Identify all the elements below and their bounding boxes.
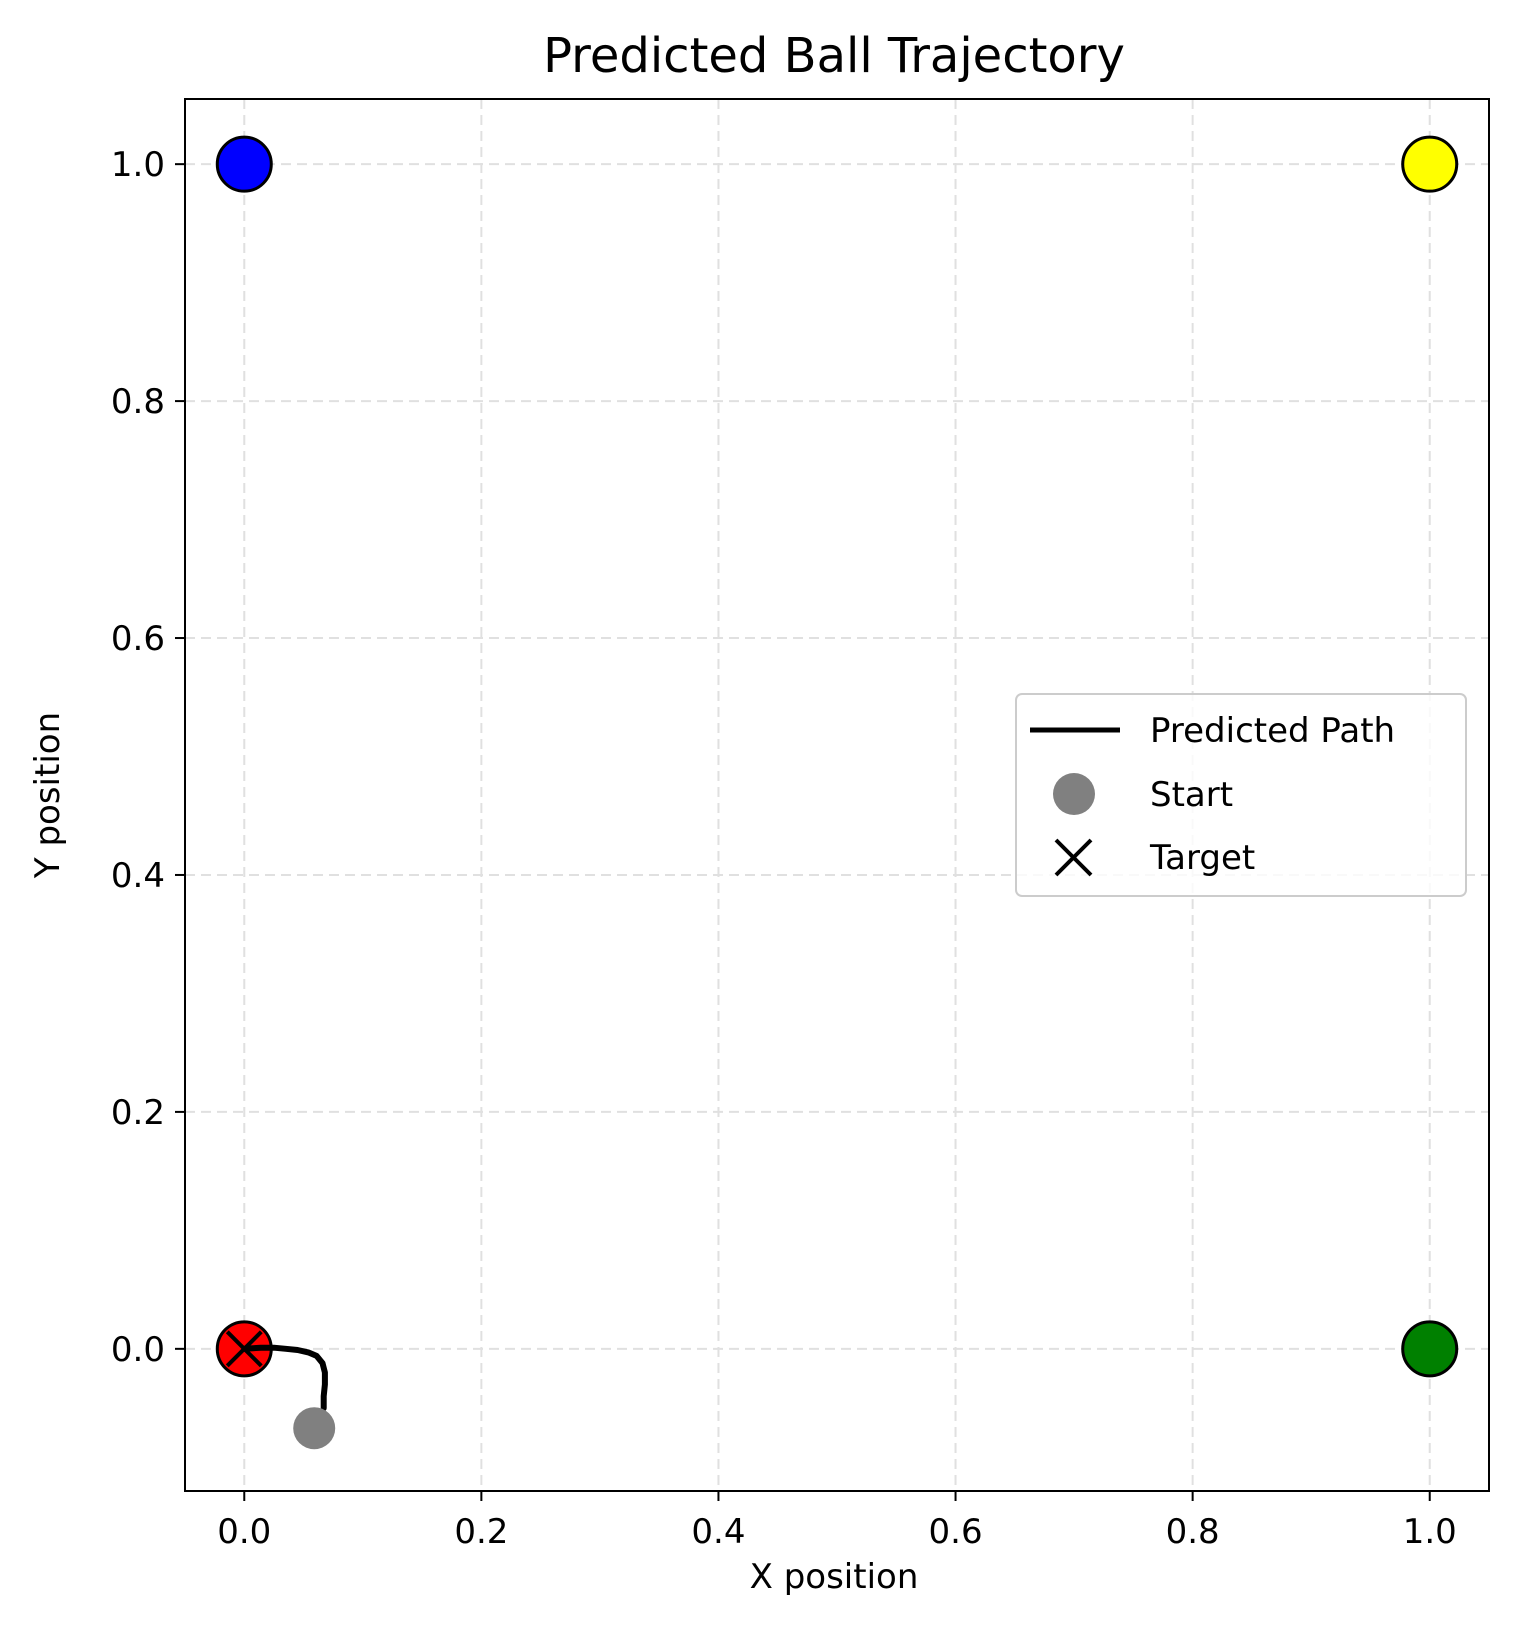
y-tick-label: 0.4: [111, 856, 165, 896]
axis-ticks: 0.0 0.2 0.4 0.6 0.8 1.0 0.0 0.2 0.4 0.6 0.8 1.0: [111, 145, 1457, 1552]
corner-marker: [1401, 135, 1459, 193]
y-tick-label: 0.0: [111, 1330, 165, 1370]
x-tick-label: 1.0: [1403, 1512, 1457, 1552]
y-tick-label: 0.6: [111, 619, 165, 659]
legend-label-path: Predicted Path: [1150, 711, 1395, 751]
legend-target-swatch: [1054, 838, 1093, 877]
x-tick-label: 0.6: [929, 1512, 983, 1552]
axes-frame: [184, 98, 1490, 1492]
x-tick-label: 0.4: [691, 1512, 745, 1552]
legend-box: [1015, 693, 1467, 897]
x-tick-label: 0.8: [1166, 1512, 1220, 1552]
target-marker: [225, 1330, 263, 1368]
plot-area: [215, 135, 1459, 1450]
corner-marker: [215, 135, 273, 193]
legend: Predicted Path Start Target: [1015, 693, 1467, 897]
corner-marker: [1401, 1320, 1459, 1378]
start-point: [293, 1407, 336, 1450]
legend-label-start: Start: [1150, 775, 1233, 815]
y-tick-label: 0.8: [111, 382, 165, 422]
y-tick-label: 1.0: [111, 145, 165, 185]
chart-title: Predicted Ball Trajectory: [543, 28, 1125, 84]
legend-label-target: Target: [1149, 838, 1255, 878]
y-tick-label: 0.2: [111, 1093, 165, 1133]
x-tick-label: 0.0: [217, 1512, 271, 1552]
y-axis-label: Y position: [28, 712, 68, 879]
predicted-path-line: [241, 1344, 328, 1412]
x-tick-label: 0.2: [454, 1512, 508, 1552]
x-axis-label: X position: [750, 1557, 919, 1597]
legend-start-swatch: [1053, 773, 1095, 815]
